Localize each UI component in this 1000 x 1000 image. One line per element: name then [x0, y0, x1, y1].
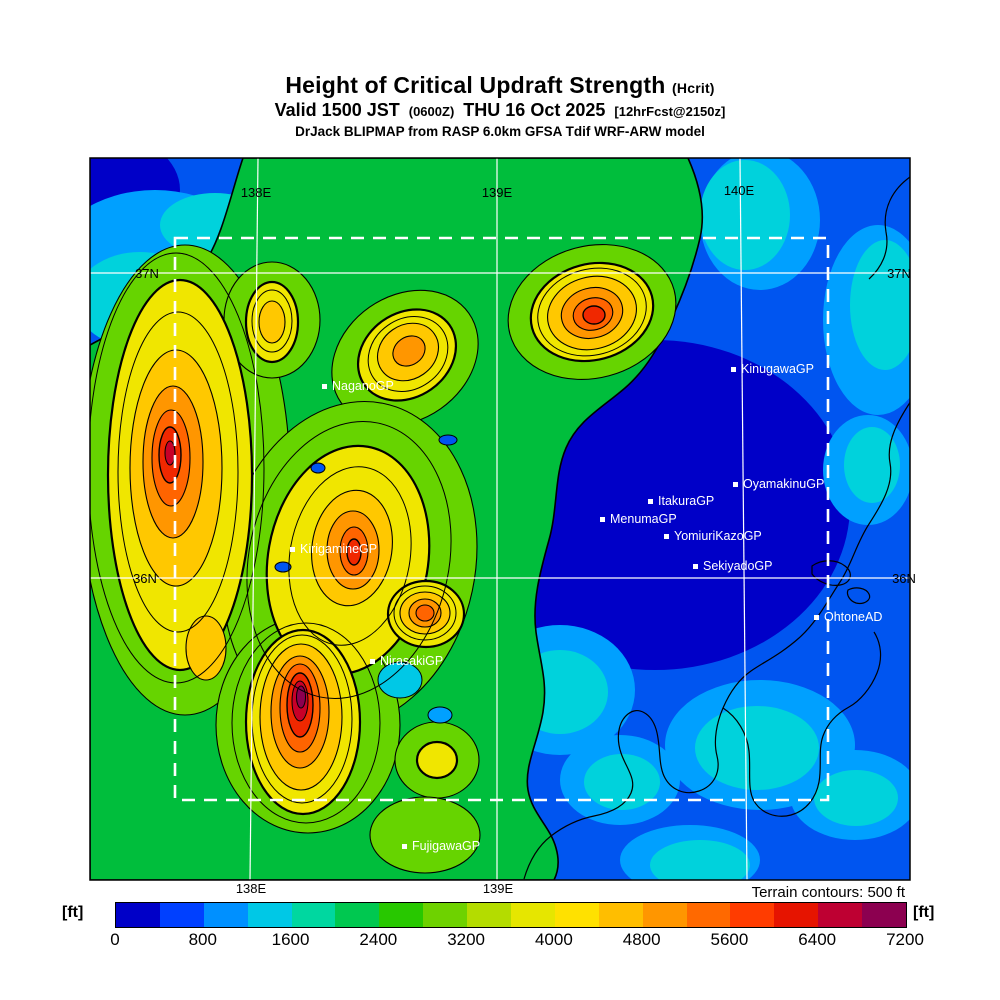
- terrain-contours-note: Terrain contours: 500 ft: [751, 884, 905, 901]
- site-label: OyamakinuGP: [743, 477, 825, 491]
- site-dot-icon: [402, 843, 407, 849]
- colorbar-segment-11: [598, 903, 643, 927]
- site-dot-icon: [693, 563, 698, 569]
- valid-time-line: Valid 1500 JST (0600Z) THU 16 Oct 2025 […: [0, 100, 1000, 121]
- colorbar-segment-15: [774, 903, 819, 927]
- contour-fill-cyan: [90, 160, 910, 880]
- colorbar-segment-8: [467, 903, 512, 927]
- map-border: [89, 157, 911, 881]
- site-marker-ohtonead: OhtoneAD: [814, 610, 882, 624]
- colorbar-unit-left: [ft]: [62, 904, 84, 921]
- title-note: (Hcrit): [672, 80, 715, 96]
- site-marker-nirasakigp: NirasakiGP: [370, 654, 443, 668]
- colorbar-unit-right: [ft]: [913, 904, 935, 921]
- site-marker-sekiyadogp: SekiyadoGP: [693, 559, 772, 573]
- grid-label-37n: 37N: [887, 266, 911, 281]
- colorbar-segment-5: [335, 903, 380, 927]
- site-marker-kinugawagp: KinugawaGP: [731, 362, 814, 376]
- valid-zulu: (0600Z): [408, 104, 455, 119]
- terrain-contour-lines: [90, 252, 647, 824]
- colorbar-segment-2: [203, 903, 248, 927]
- colorbar-tick-4800: 4800: [622, 930, 661, 949]
- valid-fcst: [12hrFcst@2150z]: [614, 104, 726, 119]
- inner-domain-dashed-box: [173, 236, 830, 802]
- site-label: FujigawaGP: [412, 839, 481, 853]
- site-marker-oyamakinugp: OyamakinuGP: [733, 477, 824, 491]
- site-dot-icon: [370, 658, 375, 664]
- site-label: MenumaGP: [610, 512, 677, 526]
- contour-fill-maroon: [296, 685, 306, 709]
- colorbar-segment-13: [686, 903, 731, 927]
- grid-label-36n: 36N: [892, 571, 916, 586]
- colorbar-tick-labels: 0 800 1600 2400 3200 4000 4800 5600 6400 7200: [110, 930, 924, 952]
- site-marker-kirigaminegp: KirigamineGP: [290, 542, 377, 556]
- site-marker-yomiurikazogp: YomiuriKazoGP: [664, 529, 762, 543]
- page-title: Height of Critical Updraft Strength (Hcr…: [0, 72, 1000, 99]
- site-dot-icon: [648, 498, 653, 504]
- title-text: Height of Critical Updraft Strength: [285, 72, 666, 98]
- grid-label-37n: 37N: [135, 266, 159, 281]
- colorbar-segment-10: [554, 903, 599, 927]
- colorbar-tick-800: 800: [188, 930, 217, 949]
- site-label: NaganoGP: [332, 379, 394, 393]
- site-label: NirasakiGP: [380, 654, 444, 668]
- site-label: KinugawaGP: [741, 362, 814, 376]
- colorbar-segment-12: [642, 903, 687, 927]
- site-marker-itakuragp: ItakuraGP: [648, 494, 714, 508]
- colorbar-segment-14: [730, 903, 775, 927]
- lat-lon-gridlines: [90, 158, 910, 880]
- site-marker-menumagp: MenumaGP: [600, 512, 677, 526]
- site-dot-icon: [814, 614, 819, 620]
- colorbar-tick-7200: 7200: [886, 930, 924, 949]
- colorbar-tick-0: 0: [110, 930, 120, 949]
- colorbar-segment-3: [247, 903, 292, 927]
- colorbar-segment-4: [291, 903, 336, 927]
- colorbar-segment-7: [423, 903, 468, 927]
- site-label: YomiuriKazoGP: [674, 529, 762, 543]
- colorbar: [115, 902, 907, 928]
- model-line: DrJack BLIPMAP from RASP 6.0km GFSA Tdif…: [295, 124, 705, 139]
- site-label: OhtoneAD: [824, 610, 883, 624]
- valley-low-spots: [274, 434, 458, 724]
- site-dot-icon: [731, 366, 736, 372]
- colorbar-segment-1: [159, 903, 204, 927]
- title-block: Height of Critical Updraft Strength (Hcr…: [0, 72, 1000, 139]
- colorbar-tick-5600: 5600: [710, 930, 749, 949]
- colorbar-segment-0: [116, 903, 160, 927]
- site-label: SekiyadoGP: [703, 559, 773, 573]
- colorbar-segment-17: [862, 903, 907, 927]
- site-dot-icon: [290, 546, 295, 552]
- colorbar-segment-9: [511, 903, 555, 927]
- grid-label-139e: 139E: [481, 185, 513, 200]
- grid-label-140e: 140E: [723, 183, 755, 198]
- colorbar-tick-6400: 6400: [798, 930, 837, 949]
- grid-label-138e: 138E: [235, 881, 267, 896]
- colorbar-tick-1600: 1600: [271, 930, 310, 949]
- colorbar-segment-6: [379, 903, 424, 927]
- colorbar-tick-2400: 2400: [359, 930, 398, 949]
- site-dot-icon: [600, 516, 605, 522]
- grid-label-138e: 138E: [240, 185, 272, 200]
- colorbar-segment-16: [818, 903, 863, 927]
- valid-date: THU 16 Oct 2025: [463, 100, 606, 120]
- site-marker-fujigawagp: FujigawaGP: [402, 839, 480, 853]
- site-label: KirigamineGP: [300, 542, 378, 556]
- site-dot-icon: [322, 383, 327, 389]
- colorbar-tick-4000: 4000: [534, 930, 573, 949]
- grid-label-36n: 36N: [133, 571, 157, 586]
- site-dot-icon: [733, 481, 738, 487]
- colorbar-tick-3200: 3200: [447, 930, 486, 949]
- site-label: ItakuraGP: [658, 494, 715, 508]
- valid-prefix: Valid 1500 JST: [274, 100, 400, 120]
- grid-label-139e: 139E: [482, 881, 514, 896]
- site-dot-icon: [664, 533, 669, 539]
- site-marker-naganogp: NaganoGP: [322, 379, 394, 393]
